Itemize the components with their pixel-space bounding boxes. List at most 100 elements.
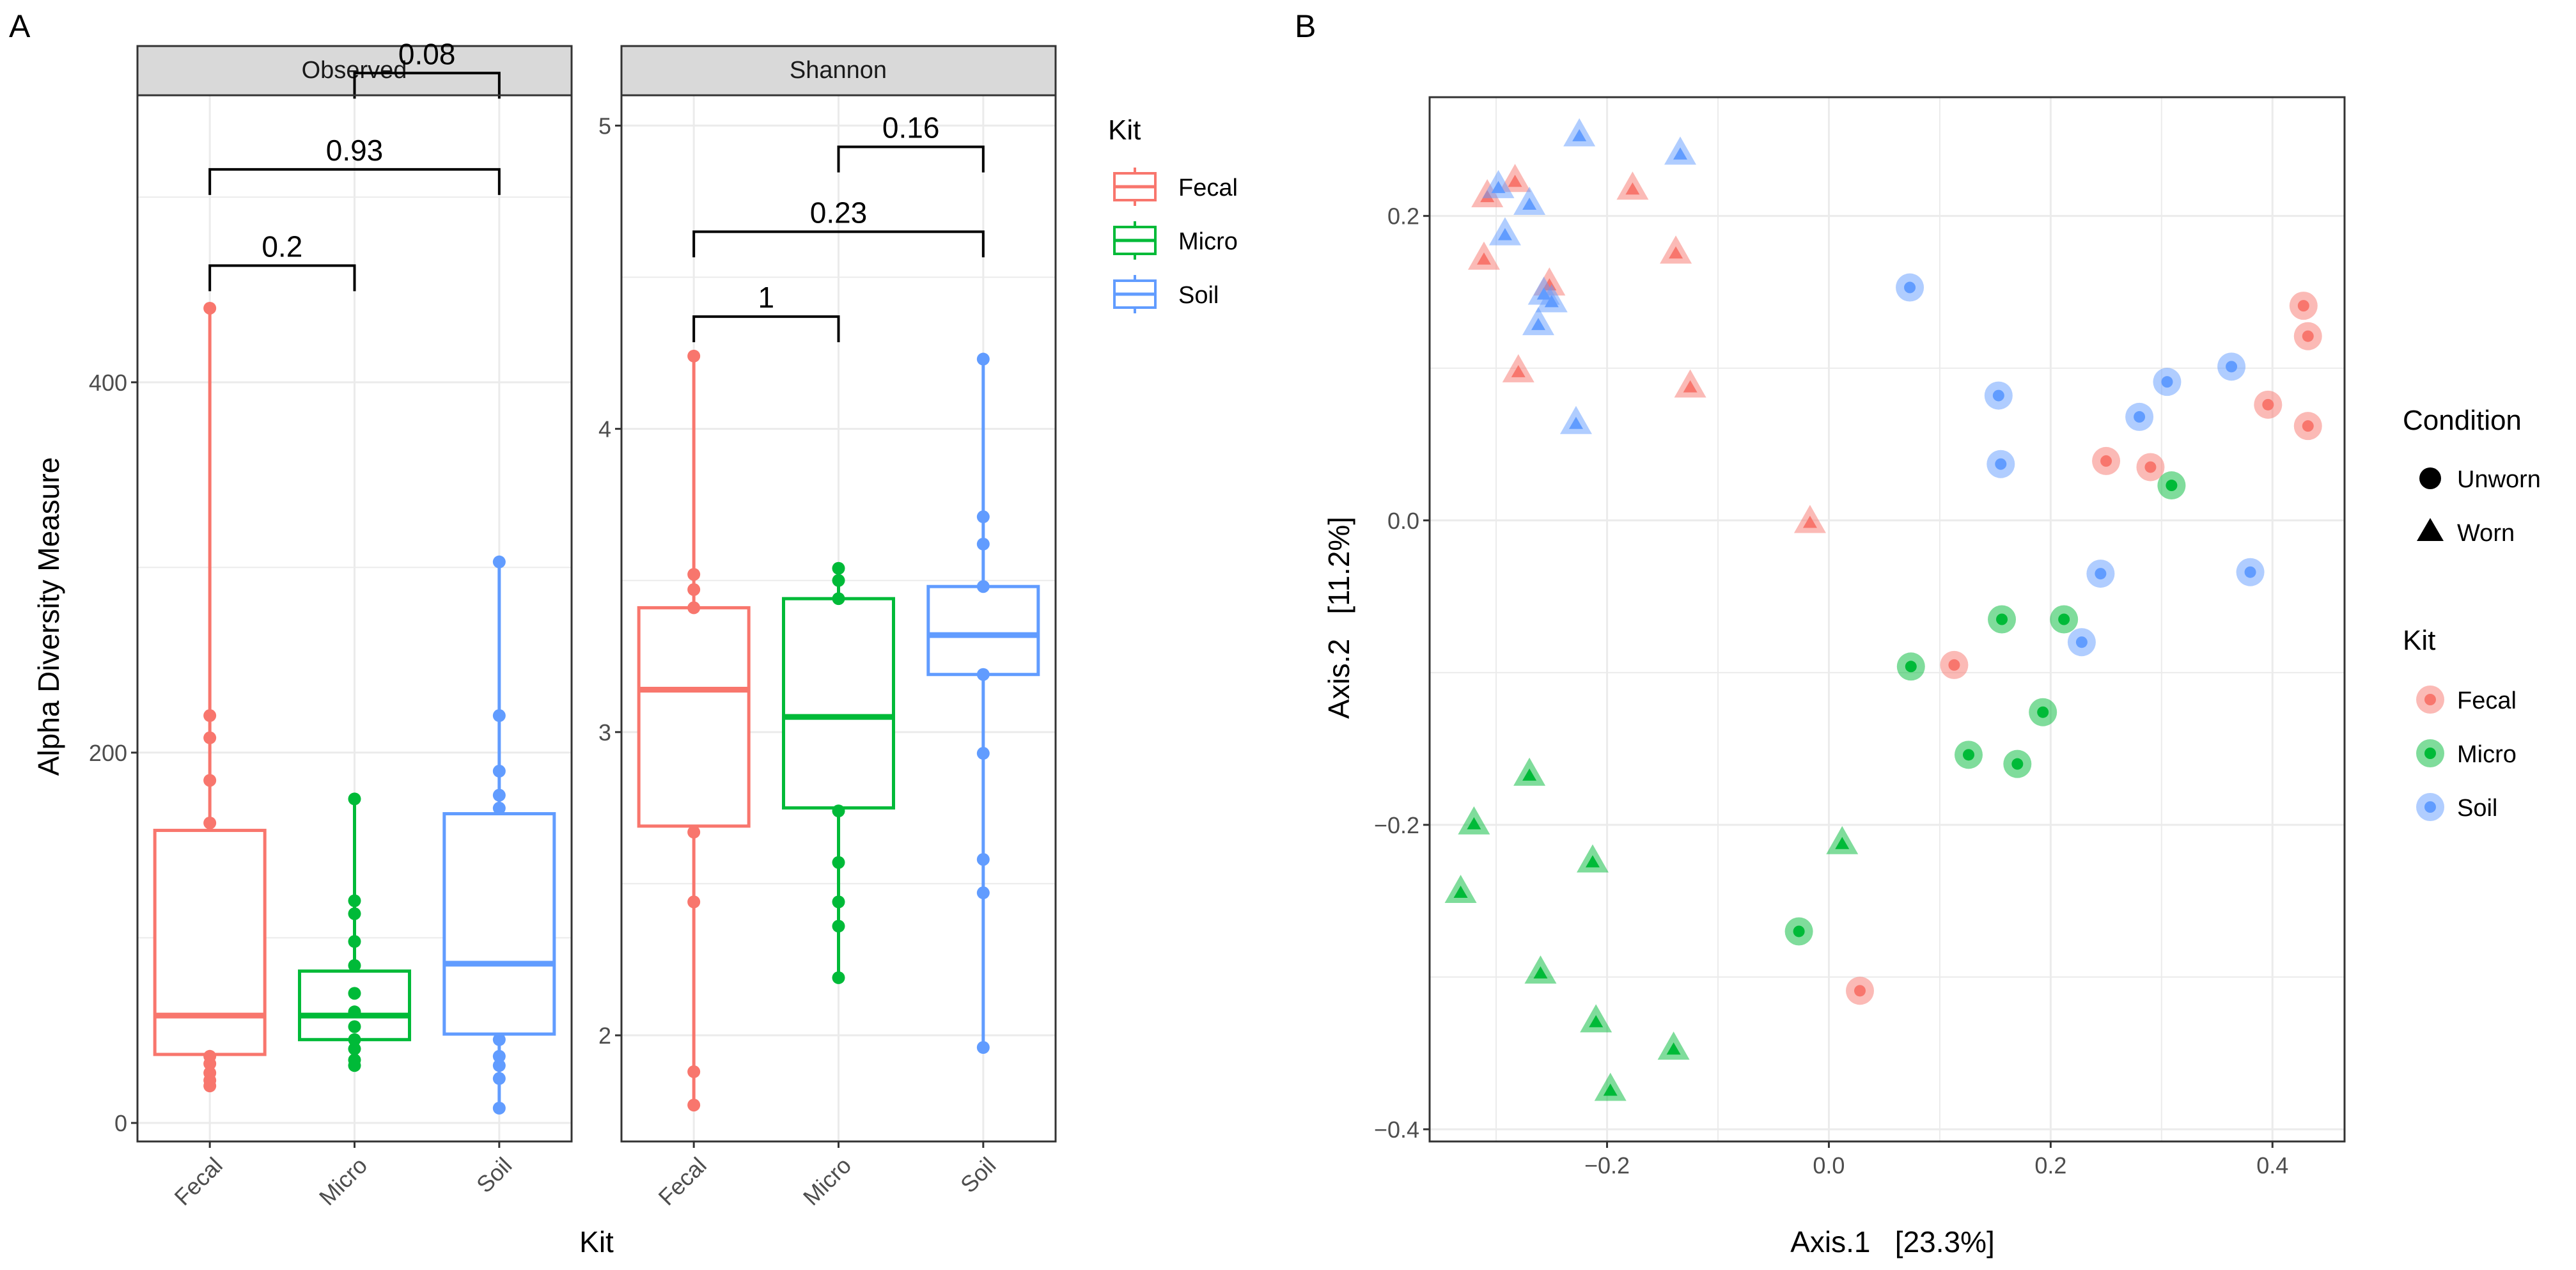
ordination-point-micro-worn-core (1835, 836, 1850, 849)
ordination-point-micro-worn-core (1522, 768, 1537, 781)
shannon-y-tick-label: 3 (598, 719, 611, 746)
ordination-point-micro-worn-core (1603, 1083, 1618, 1096)
shannon-micro-point (832, 856, 845, 869)
legend-kit-a-soil-label: Soil (1178, 282, 1219, 309)
shannon-fecal-point (687, 1099, 701, 1112)
ordination-point-soil-worn-core (1673, 147, 1688, 160)
observed-soil-point (492, 801, 506, 815)
ordination-point-micro-worn-core (1666, 1042, 1681, 1055)
observed-micro-point (348, 894, 361, 907)
ordination-point-fecal-worn-core (1625, 182, 1640, 195)
shannon-micro-point (832, 895, 845, 909)
legend-kit-a: Kit Fecal Micro Soil (1108, 114, 1238, 313)
observed-soil-point (492, 1101, 506, 1115)
shannon-fecal-point (687, 1065, 701, 1078)
observed-soil-point (492, 555, 506, 568)
ordination-y-tick-label: −0.4 (1374, 1117, 1419, 1143)
shannon-soil-point (976, 852, 990, 866)
observed-soil-point (492, 709, 506, 723)
observed-y-tick-label: 400 (89, 370, 127, 396)
legend-kit-b-micro-key-core (2424, 748, 2436, 759)
shannon-micro-point (832, 561, 845, 575)
legend-kit-b-soil-key-core (2424, 801, 2436, 813)
observed-p-value-label: 0.08 (398, 37, 456, 70)
ordination-point-soil-unworn-core (2095, 568, 2107, 580)
ordination-point-soil-worn-core (1531, 318, 1545, 331)
shannon-soil-point (976, 537, 990, 551)
ordination-point-fecal-worn-core (1511, 365, 1526, 377)
ordination-point-fecal-unworn-core (2100, 455, 2112, 467)
ordination-panel: −0.2 0.0 0.2 0.4 −0.4 −0.2 0.0 0.2 Axis.1 [23.3… (1322, 96, 2346, 1258)
ordination-plot-border (1428, 96, 2346, 1143)
observed-soil-point (492, 1033, 506, 1046)
ordination-y-axis-title: Axis.2 [11.2%] (1322, 517, 1355, 719)
ordination-point-soil-unworn-core (2244, 566, 2256, 578)
shannon-micro-point (832, 804, 845, 818)
observed-soil-point (492, 1059, 506, 1072)
shannon-fecal-point (687, 568, 701, 581)
observed-micro-point (348, 959, 361, 972)
observed-y-tick-label: 0 (114, 1110, 127, 1136)
ordination-point-micro-unworn-core (2011, 758, 2024, 770)
observed-fecal-point (203, 774, 217, 787)
observed-fecal-point (203, 1049, 217, 1063)
ordination-point-micro-unworn-core (2037, 706, 2049, 718)
shannon-micro-point (832, 920, 845, 933)
shannon-soil-point (976, 886, 990, 900)
ordination-point-soil-unworn-core (1992, 389, 2004, 402)
observed-comparison-bracket (353, 72, 501, 99)
observed-x-tick-label: Fecal (169, 1152, 228, 1211)
legend-condition-worn-label: Worn (2457, 520, 2515, 547)
ordination-point-micro-worn-core (1467, 817, 1481, 829)
observed-fecal-point (203, 731, 217, 744)
ordination-point-micro-worn-core (1585, 855, 1600, 868)
ordination-point-micro-worn-core (1453, 885, 1468, 898)
shannon-y-tick-label: 4 (598, 416, 611, 443)
observed-fecal-point (203, 709, 217, 723)
ordination-point-micro-unworn-core (1962, 749, 1974, 761)
shannon-x-tick-label: Micro (798, 1152, 856, 1211)
shannon-soil-box (926, 584, 1040, 677)
ordination-point-soil-unworn-core (2075, 636, 2088, 648)
facet-shannon-title: Shannon (790, 57, 887, 84)
ordination-point-soil-worn-core (1491, 180, 1506, 193)
shannon-p-value-label: 1 (758, 281, 775, 314)
shannon-comparison-bracket (837, 145, 985, 173)
observed-fecal-point (203, 301, 217, 315)
panel-a-x-axis-title: Kit (579, 1225, 614, 1258)
ordination-point-fecal-unworn-core (1854, 985, 1866, 997)
shannon-fecal-point (687, 601, 701, 615)
ordination-point-micro-unworn-core (1996, 613, 2008, 625)
legend-condition-unworn-key (2419, 467, 2441, 489)
legend-kit-b-soil-label: Soil (2457, 795, 2497, 822)
ordination-point-soil-worn-core (1497, 228, 1512, 240)
observed-p-value-label: 0.93 (326, 134, 384, 167)
observed-plot-area: 0 200 400 Fecal Micro Soil 0.2 0.93 0.08 (89, 37, 572, 1211)
observed-fecal-point (203, 816, 217, 829)
shannon-fecal-point (687, 349, 701, 363)
shannon-soil-point (976, 352, 990, 366)
ordination-point-soil-unworn-core (2134, 411, 2146, 423)
observed-micro-point (348, 1005, 361, 1019)
ordination-point-fecal-unworn-core (2262, 398, 2274, 411)
panel-label-b: B (1295, 8, 1316, 44)
legend-condition-unworn-label: Unworn (2457, 466, 2541, 493)
ordination-point-micro-unworn-core (1905, 661, 1917, 673)
observed-micro-point (348, 1033, 361, 1046)
shannon-y-tick-label: 2 (598, 1023, 611, 1049)
ordination-point-micro-worn-core (1533, 966, 1548, 979)
ordination-point-soil-worn-core (1572, 129, 1587, 141)
observed-x-tick-label: Micro (314, 1152, 372, 1211)
panel-a-y-axis-title: Alpha Diversity Measure (32, 457, 65, 776)
facet-shannon: Shannon 2 3 4 5 Fecal Micro Soil 1 0.23 0.16 (598, 45, 1057, 1211)
ordination-point-fecal-worn-core (1508, 175, 1522, 187)
shannon-fecal-point (687, 826, 701, 839)
panel-label-a: A (9, 8, 31, 44)
shannon-plot-area: 2 3 4 5 Fecal Micro Soil 1 0.23 0.16 (598, 95, 1056, 1211)
ordination-point-soil-worn-core (1522, 198, 1537, 210)
ordination-point-fecal-unworn-core (2297, 300, 2309, 312)
observed-micro-point (348, 907, 361, 920)
observed-soil-point (492, 1072, 506, 1085)
facet-shannon-border (620, 94, 1057, 1143)
